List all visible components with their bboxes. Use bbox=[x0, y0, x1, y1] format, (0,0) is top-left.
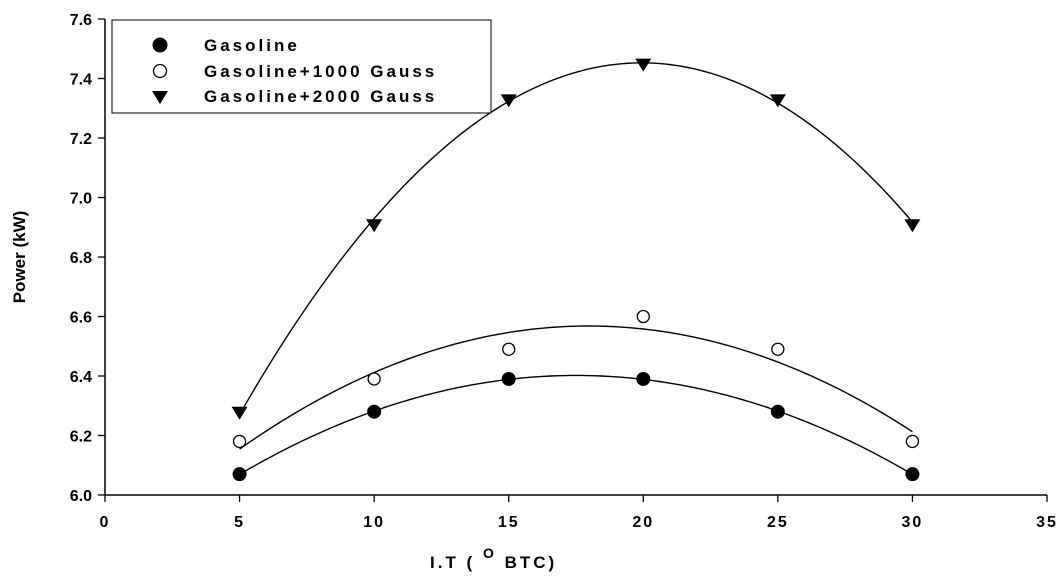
x-axis-title-suffix: BTC) bbox=[497, 553, 557, 572]
data-point-gasoline-1000-gauss bbox=[232, 434, 247, 449]
legend-marker-gasoline bbox=[152, 37, 168, 53]
legend-label-gasoline-1000-gauss: Gasoline+1000 Gauss bbox=[204, 62, 437, 81]
y-tick-group: 6.0 6.2 6.4 6.6 6.8 7.0 7.2 7.4 7.6 bbox=[70, 12, 105, 505]
data-point-gasoline-1000-gauss bbox=[636, 309, 650, 324]
data-point-gasoline bbox=[905, 467, 920, 482]
y-tick-label: 7.0 bbox=[70, 191, 92, 208]
data-point-gasoline bbox=[232, 467, 247, 482]
data-point-gasoline bbox=[501, 371, 516, 386]
data-point-gasoline-2000-gauss bbox=[366, 219, 383, 233]
legend: Gasoline Gasoline+1000 Gauss Gasoline+20… bbox=[111, 19, 492, 114]
x-tick-label: 0 bbox=[100, 514, 111, 531]
x-tick-label: 35 bbox=[1036, 514, 1056, 531]
data-point-gasoline bbox=[367, 404, 382, 419]
y-tick-label: 7.2 bbox=[70, 131, 92, 148]
x-tick-label: 10 bbox=[363, 514, 385, 531]
y-tick-label: 6.0 bbox=[70, 488, 92, 505]
legend-label-gasoline: Gasoline bbox=[204, 36, 300, 55]
legend-label-gasoline-2000-gauss: Gasoline+2000 Gauss bbox=[204, 87, 437, 106]
data-point-gasoline-2000-gauss bbox=[500, 94, 517, 108]
fit-curve-gasoline-2000-gauss bbox=[238, 62, 913, 415]
data-point-gasoline-1000-gauss bbox=[905, 434, 920, 449]
x-tick-group: 0 5 10 15 20 25 30 35 bbox=[100, 495, 1056, 531]
fit-curve-group bbox=[238, 62, 913, 475]
y-tick-label: 6.8 bbox=[70, 250, 92, 267]
data-point-gasoline-2000-gauss bbox=[904, 219, 921, 233]
y-tick-label: 7.6 bbox=[70, 12, 92, 29]
x-tick-label: 25 bbox=[767, 514, 789, 531]
fit-curve-gasoline bbox=[239, 374, 913, 475]
x-axis-title-prefix: I.T ( bbox=[430, 553, 483, 572]
x-tick-label: 20 bbox=[632, 514, 654, 531]
data-point-gasoline-1000-gauss bbox=[771, 342, 785, 356]
data-point-gasoline-1000-gauss bbox=[367, 372, 381, 386]
data-point-gasoline bbox=[770, 404, 785, 419]
y-tick-label: 7.4 bbox=[70, 72, 92, 89]
data-marker-group bbox=[231, 58, 921, 482]
y-axis-title: Power (kW) bbox=[10, 211, 29, 304]
data-point-gasoline-2000-gauss bbox=[769, 94, 786, 108]
legend-box bbox=[111, 19, 492, 114]
x-axis-title-superscript: O bbox=[483, 545, 497, 561]
y-tick-label: 6.6 bbox=[70, 310, 92, 327]
y-tick-label: 6.2 bbox=[70, 429, 92, 446]
data-point-gasoline-2000-gauss bbox=[635, 58, 652, 72]
legend-marker-gasoline-1000-gauss bbox=[152, 63, 168, 79]
x-tick-label: 30 bbox=[902, 514, 924, 531]
data-point-gasoline-2000-gauss bbox=[231, 406, 248, 420]
data-point-gasoline bbox=[636, 371, 651, 386]
fit-curve-gasoline-1000-gauss bbox=[239, 325, 913, 450]
y-tick-label: 6.4 bbox=[70, 369, 92, 386]
legend-marker-gasoline-2000-gauss bbox=[152, 91, 168, 104]
data-point-gasoline-1000-gauss bbox=[502, 342, 516, 356]
x-tick-label: 15 bbox=[498, 514, 520, 531]
x-tick-label: 5 bbox=[234, 514, 245, 531]
x-axis-title: I.T ( O BTC) bbox=[430, 545, 557, 572]
